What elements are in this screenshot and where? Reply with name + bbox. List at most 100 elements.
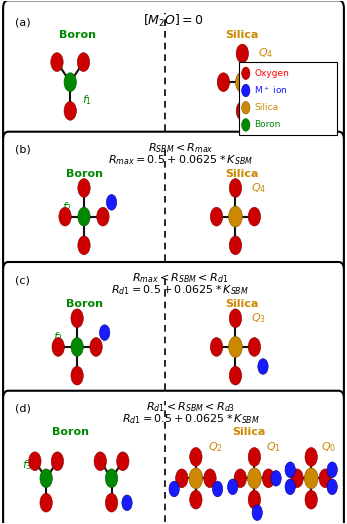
Text: $Q_2$: $Q_2$ — [208, 440, 223, 454]
Circle shape — [327, 462, 337, 477]
Circle shape — [229, 179, 242, 198]
Text: (b): (b) — [15, 145, 31, 155]
Circle shape — [105, 493, 118, 512]
Text: $R_{max} < R_{SBM}<R_{d1}$: $R_{max} < R_{SBM}<R_{d1}$ — [132, 271, 229, 285]
Circle shape — [78, 179, 90, 198]
Circle shape — [242, 67, 250, 80]
Text: $Q_1$: $Q_1$ — [266, 440, 281, 454]
Text: (d): (d) — [15, 404, 31, 414]
Text: (c): (c) — [15, 275, 30, 285]
Circle shape — [97, 208, 109, 226]
Circle shape — [247, 468, 261, 489]
Text: Boron: Boron — [52, 427, 89, 437]
Circle shape — [242, 118, 250, 131]
Circle shape — [327, 479, 337, 495]
Circle shape — [169, 481, 179, 497]
Circle shape — [229, 236, 242, 255]
Circle shape — [248, 490, 261, 509]
Circle shape — [229, 206, 242, 227]
Text: Silica: Silica — [226, 169, 259, 179]
Circle shape — [78, 208, 90, 226]
Text: $f_3$: $f_3$ — [22, 458, 32, 472]
Text: $f_2$: $f_2$ — [53, 331, 63, 344]
Circle shape — [71, 309, 83, 328]
Circle shape — [210, 208, 223, 226]
Circle shape — [78, 236, 90, 255]
Circle shape — [71, 337, 83, 356]
Circle shape — [40, 469, 52, 488]
Circle shape — [228, 479, 238, 495]
Text: Silica: Silica — [232, 427, 266, 437]
Circle shape — [305, 490, 318, 509]
Text: $Q_0$: $Q_0$ — [321, 440, 336, 454]
Circle shape — [105, 469, 118, 488]
Circle shape — [189, 468, 203, 489]
Circle shape — [52, 337, 65, 356]
Circle shape — [117, 452, 129, 471]
Circle shape — [242, 102, 250, 114]
Circle shape — [285, 462, 295, 477]
Text: Silica: Silica — [254, 103, 279, 112]
Text: Silica: Silica — [226, 299, 259, 309]
Text: $R_{d1}=0.5+0.0625*K_{SBM}$: $R_{d1}=0.5+0.0625*K_{SBM}$ — [111, 283, 249, 297]
Circle shape — [258, 359, 268, 374]
Circle shape — [204, 469, 216, 488]
Text: Boron: Boron — [59, 30, 96, 40]
FancyBboxPatch shape — [3, 262, 344, 403]
Text: $f_2$: $f_2$ — [62, 200, 72, 214]
Circle shape — [176, 469, 188, 488]
Text: $Q_4$: $Q_4$ — [251, 181, 266, 195]
Circle shape — [71, 366, 83, 385]
FancyBboxPatch shape — [3, 391, 344, 524]
Circle shape — [248, 447, 261, 466]
Circle shape — [304, 468, 318, 489]
Text: Boron: Boron — [254, 121, 281, 129]
Text: $Q_4$: $Q_4$ — [258, 47, 273, 60]
Circle shape — [64, 73, 76, 92]
Text: $R_{d1} < R_{SBM} < R_{d3}$: $R_{d1} < R_{SBM} < R_{d3}$ — [146, 400, 235, 414]
Text: $R_{SBM}<R_{max}$: $R_{SBM}<R_{max}$ — [148, 141, 213, 155]
Circle shape — [305, 447, 318, 466]
FancyBboxPatch shape — [3, 132, 344, 274]
Circle shape — [122, 495, 132, 510]
Circle shape — [190, 447, 202, 466]
Circle shape — [51, 53, 63, 71]
FancyBboxPatch shape — [239, 62, 337, 135]
Circle shape — [291, 469, 303, 488]
Circle shape — [248, 337, 261, 356]
Circle shape — [94, 452, 107, 471]
Circle shape — [242, 84, 250, 97]
Circle shape — [40, 493, 52, 512]
Circle shape — [229, 366, 242, 385]
Circle shape — [210, 337, 223, 356]
Text: M$^+$ ion: M$^+$ ion — [254, 85, 288, 96]
Circle shape — [262, 469, 275, 488]
Text: $f_1$: $f_1$ — [82, 93, 92, 107]
Text: Boron: Boron — [66, 169, 102, 179]
Circle shape — [236, 72, 249, 93]
Circle shape — [59, 208, 71, 226]
Circle shape — [285, 479, 295, 495]
Circle shape — [229, 309, 242, 328]
Circle shape — [64, 102, 76, 120]
Circle shape — [190, 490, 202, 509]
Text: $Q_3$: $Q_3$ — [251, 311, 266, 325]
Circle shape — [236, 44, 248, 63]
Circle shape — [236, 102, 248, 120]
Circle shape — [217, 73, 230, 92]
Circle shape — [255, 73, 268, 92]
Circle shape — [234, 469, 246, 488]
Text: Silica: Silica — [226, 30, 259, 40]
Circle shape — [252, 505, 262, 520]
Text: $R_{d1}=0.5+0.0625*K_{SBM}$: $R_{d1}=0.5+0.0625*K_{SBM}$ — [122, 412, 260, 426]
Circle shape — [100, 325, 110, 341]
Circle shape — [248, 208, 261, 226]
FancyBboxPatch shape — [3, 1, 344, 144]
Circle shape — [229, 336, 242, 357]
Circle shape — [90, 337, 102, 356]
Circle shape — [29, 452, 41, 471]
Circle shape — [51, 452, 64, 471]
Circle shape — [77, 53, 90, 71]
Text: $[M_2O] = 0$: $[M_2O] = 0$ — [143, 13, 204, 29]
Circle shape — [212, 481, 223, 497]
